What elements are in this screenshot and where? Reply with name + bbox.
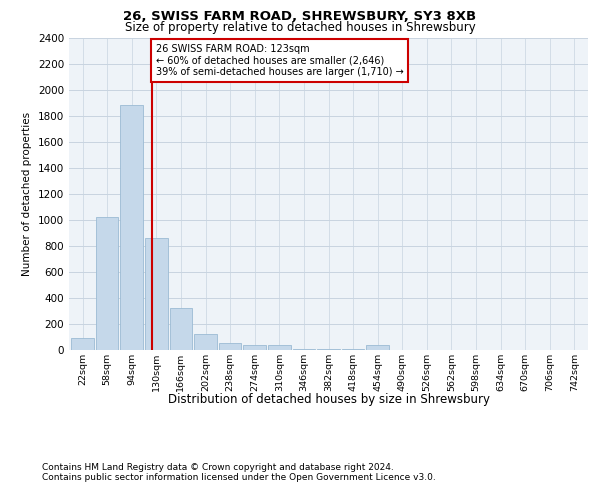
Y-axis label: Number of detached properties: Number of detached properties xyxy=(22,112,32,276)
Bar xyxy=(219,344,241,350)
Bar xyxy=(170,308,192,350)
Bar xyxy=(194,334,217,350)
Bar xyxy=(367,346,389,350)
Text: Distribution of detached houses by size in Shrewsbury: Distribution of detached houses by size … xyxy=(168,392,490,406)
Bar xyxy=(268,346,290,350)
Bar xyxy=(145,238,167,350)
Text: Contains public sector information licensed under the Open Government Licence v3: Contains public sector information licen… xyxy=(42,472,436,482)
Text: Size of property relative to detached houses in Shrewsbury: Size of property relative to detached ho… xyxy=(125,21,475,34)
Bar xyxy=(71,338,94,350)
Text: 26 SWISS FARM ROAD: 123sqm
← 60% of detached houses are smaller (2,646)
39% of s: 26 SWISS FARM ROAD: 123sqm ← 60% of deta… xyxy=(156,44,404,77)
Text: Contains HM Land Registry data © Crown copyright and database right 2024.: Contains HM Land Registry data © Crown c… xyxy=(42,462,394,471)
Bar xyxy=(121,105,143,350)
Text: 26, SWISS FARM ROAD, SHREWSBURY, SY3 8XB: 26, SWISS FARM ROAD, SHREWSBURY, SY3 8XB xyxy=(124,10,476,23)
Bar xyxy=(96,217,118,350)
Bar xyxy=(244,346,266,350)
